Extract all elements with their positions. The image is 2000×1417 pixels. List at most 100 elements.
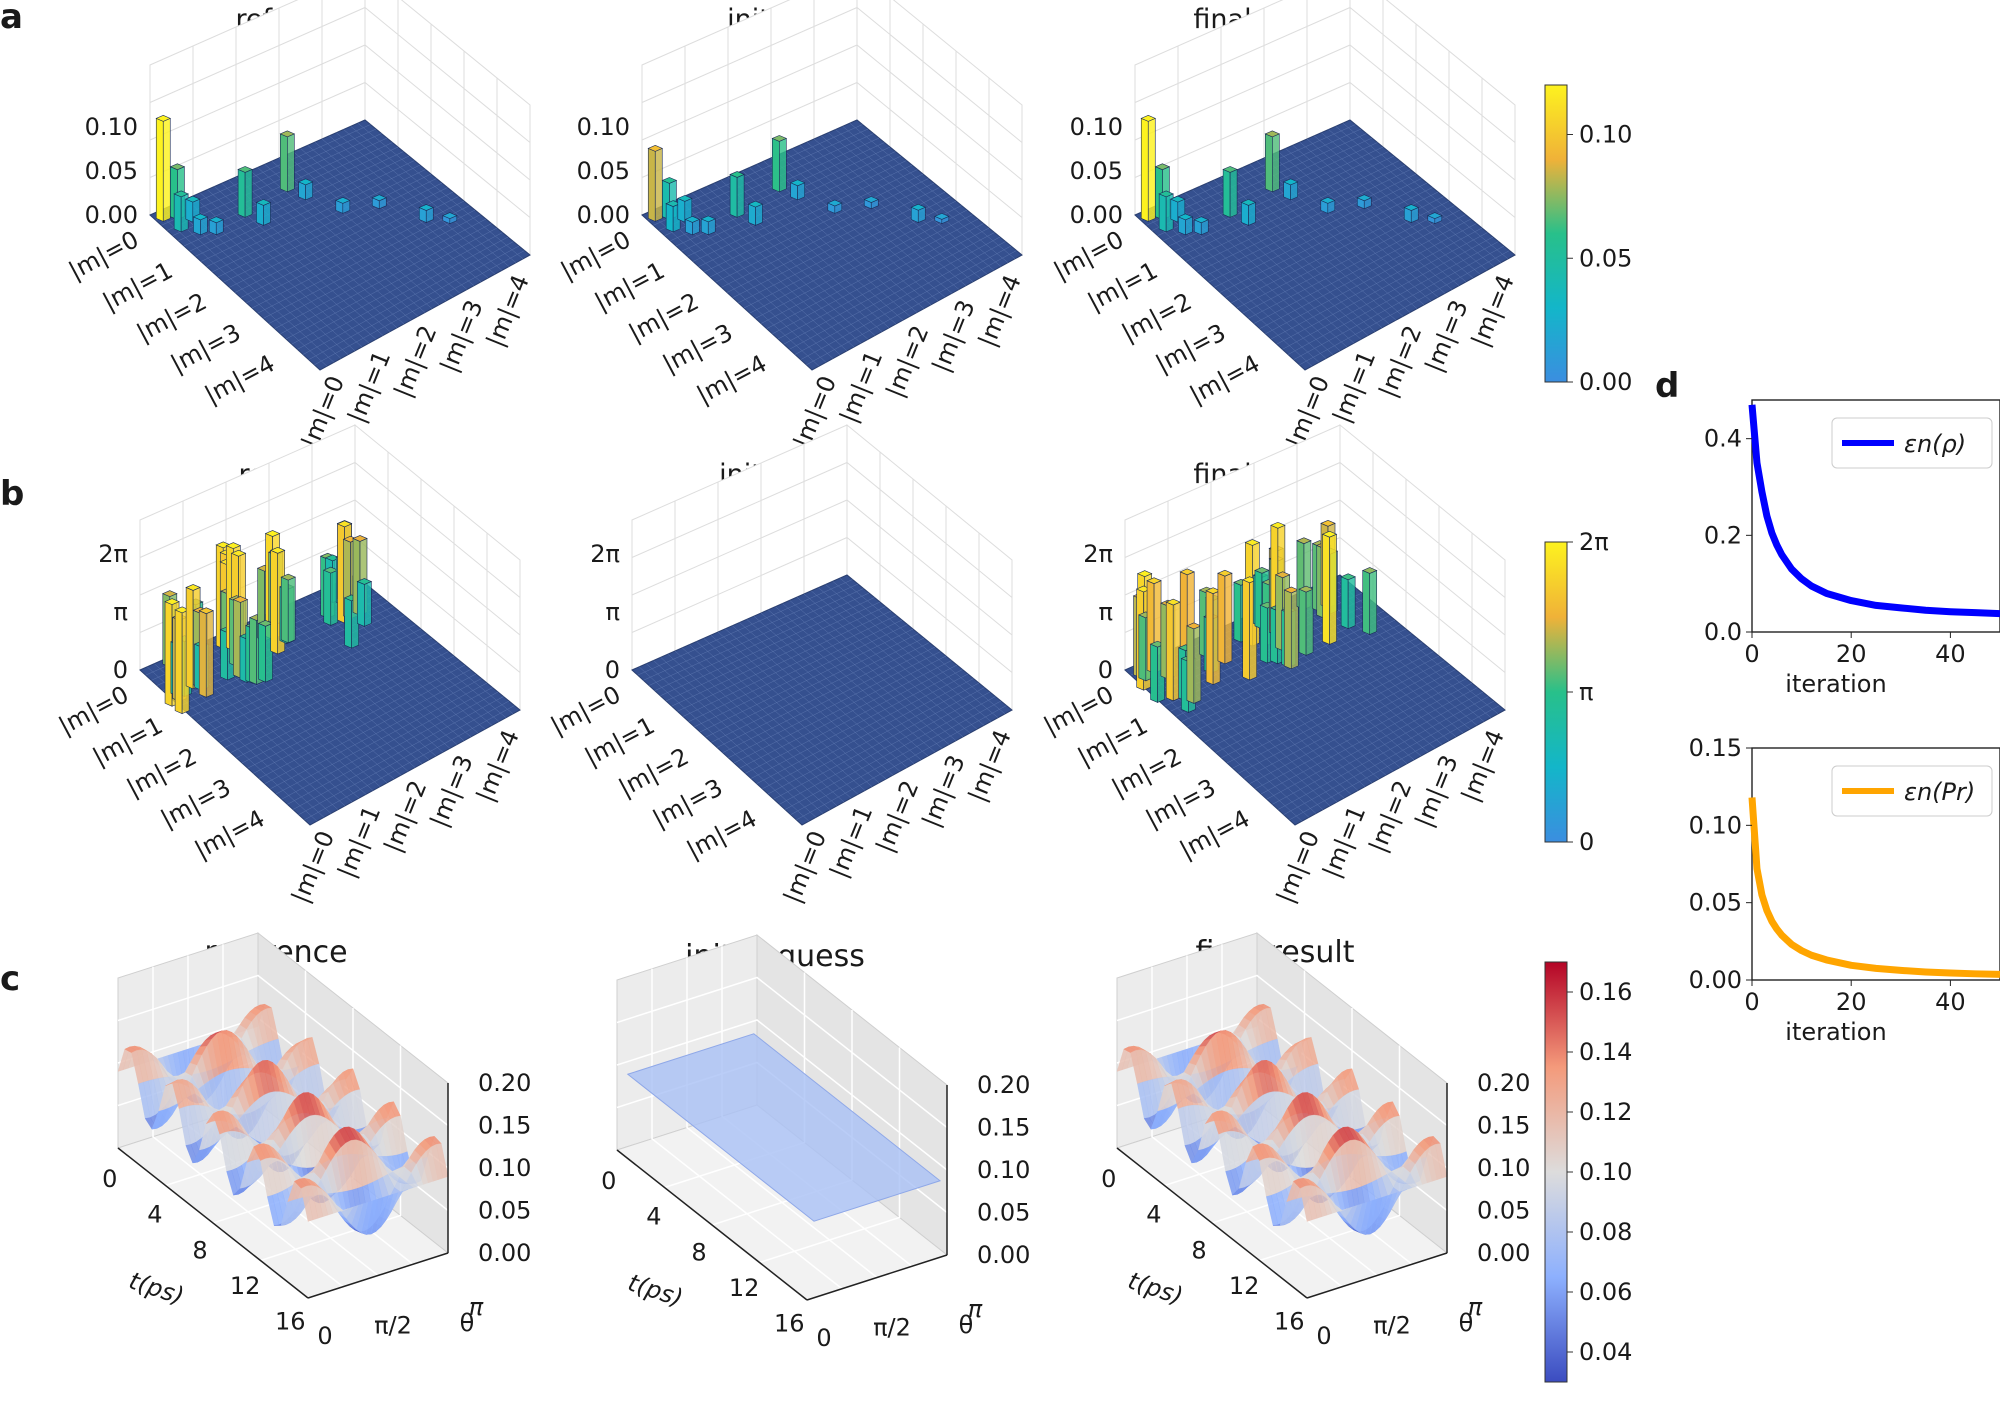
z-tick: 0.10 bbox=[577, 113, 630, 141]
bar-top-face bbox=[208, 216, 225, 224]
bar-left-face bbox=[1140, 117, 1149, 222]
bar-top-face bbox=[1244, 539, 1261, 546]
line-plots: 0.0 0.2 0.4 0 20 40 iteration εn(ρ) 0.00 0.05 0.10… bbox=[1689, 399, 2000, 1046]
theta-tick: 0 bbox=[317, 1322, 332, 1350]
mesh-line bbox=[292, 696, 504, 810]
bar-top-face bbox=[280, 573, 296, 581]
grid-line bbox=[631, 499, 1013, 636]
mesh-line bbox=[350, 126, 517, 263]
bar-top-face bbox=[1146, 577, 1162, 584]
bar-left-face bbox=[173, 193, 182, 233]
bar-top-face bbox=[771, 135, 788, 142]
bar-top-face bbox=[827, 199, 843, 207]
bar-top-face bbox=[279, 130, 296, 138]
bar-left-face bbox=[174, 609, 183, 715]
m-tick-right: |m|=1 bbox=[1327, 347, 1381, 427]
bar-top-face bbox=[185, 584, 201, 591]
m-tick-right: |m|=1 bbox=[824, 802, 878, 882]
bar-top-face bbox=[192, 213, 209, 221]
m-tick-right: |m|=4 bbox=[1456, 726, 1510, 806]
t-axis bbox=[616, 1149, 808, 1301]
grid-line bbox=[616, 1019, 948, 1171]
t-tick: 0 bbox=[1101, 1165, 1116, 1193]
t-tick: 16 bbox=[1274, 1308, 1305, 1336]
bar-top-face bbox=[1179, 568, 1195, 576]
bar-left-face bbox=[1283, 589, 1292, 670]
mesh-line bbox=[779, 691, 991, 805]
legend-label: εn(ρ) bbox=[1904, 430, 1966, 458]
bar-left-face bbox=[1150, 643, 1158, 703]
m-tick-right: |m|=2 bbox=[1363, 776, 1417, 856]
m-tick-right: |m|=3 bbox=[1410, 751, 1464, 831]
y-tick-label: 0.0 bbox=[1704, 618, 1742, 646]
colorbar-tick-label: 0.14 bbox=[1579, 1038, 1632, 1066]
bar-top-face bbox=[910, 203, 927, 211]
x-tick-label: 0 bbox=[1744, 988, 1759, 1016]
t-tick: 4 bbox=[646, 1203, 661, 1231]
x-axis-label: iteration bbox=[1785, 1018, 1886, 1046]
mesh-line bbox=[1276, 232, 1488, 345]
bar-left-face bbox=[1205, 590, 1214, 686]
z-tick: 0.15 bbox=[1477, 1112, 1530, 1140]
t-axis-label: t(ps) bbox=[1125, 1266, 1187, 1310]
series-line bbox=[1748, 797, 2000, 978]
x-tick-label: 20 bbox=[1836, 640, 1867, 668]
z-tick: 0.05 bbox=[478, 1197, 531, 1225]
grid-line bbox=[1124, 536, 1506, 673]
grid-line bbox=[1259, 1045, 1401, 1262]
bar-top-face bbox=[335, 197, 351, 204]
bar-top-face bbox=[198, 607, 215, 615]
mesh-line bbox=[343, 129, 510, 267]
mesh-line bbox=[1282, 236, 1494, 350]
bar-right-face bbox=[244, 168, 253, 218]
theta-tick: π bbox=[469, 1293, 484, 1321]
m-tick-right: |m|=1 bbox=[332, 802, 386, 882]
colorbar-tick-label: 0.08 bbox=[1579, 1218, 1632, 1246]
bar-left-face bbox=[665, 203, 674, 233]
bar-right-face bbox=[1147, 117, 1156, 222]
mesh-line bbox=[832, 581, 999, 718]
bar-top-face bbox=[1296, 537, 1312, 545]
colorbar-tick-label: 0.06 bbox=[1579, 1278, 1632, 1306]
mesh-line bbox=[835, 129, 1002, 267]
m-tick-right: |m|=3 bbox=[425, 751, 479, 831]
bar-top-face bbox=[1403, 204, 1420, 211]
colorbar-tick-label: 0.05 bbox=[1579, 244, 1632, 272]
z-tick: 2π bbox=[98, 540, 128, 568]
colorbar-gradient bbox=[1544, 961, 1568, 1383]
t-axis bbox=[1116, 1147, 1308, 1299]
colorbar-tick-label: 0.04 bbox=[1579, 1338, 1632, 1366]
colorbar-tick-label: 0.12 bbox=[1579, 1098, 1632, 1126]
bar-left-face bbox=[279, 133, 288, 193]
panel-label-c: c bbox=[0, 959, 20, 999]
z-tick: 0.00 bbox=[478, 1239, 531, 1267]
m-tick-right: |m|=1 bbox=[342, 347, 396, 427]
m-tick-right: |m|=0 bbox=[778, 827, 832, 907]
theta-tick: π/2 bbox=[873, 1314, 911, 1342]
t-axis-label: t(ps) bbox=[126, 1266, 188, 1310]
mesh-line bbox=[839, 577, 1006, 715]
bar-left-face bbox=[280, 576, 289, 644]
colorbar-gradient bbox=[1544, 84, 1568, 383]
bar-top-face bbox=[269, 546, 286, 554]
mesh-line bbox=[783, 232, 995, 345]
mesh-line bbox=[347, 577, 514, 715]
mesh-line bbox=[1335, 126, 1502, 263]
mesh-line bbox=[1293, 245, 1505, 360]
bar-top-face bbox=[155, 115, 172, 122]
bar-top-face bbox=[1274, 571, 1291, 579]
bar-right-face bbox=[654, 147, 663, 222]
mesh-line bbox=[1328, 129, 1495, 267]
m-tick-right: |m|=3 bbox=[917, 751, 971, 831]
bar-top-face bbox=[237, 166, 253, 173]
t-tick: 8 bbox=[192, 1236, 207, 1264]
bar-left-face bbox=[1138, 614, 1147, 682]
t-tick: 12 bbox=[230, 1272, 261, 1300]
mesh-line bbox=[1289, 705, 1500, 821]
grid-line bbox=[1116, 974, 1448, 1127]
theta-tick: π/2 bbox=[374, 1312, 412, 1340]
surface-patch bbox=[301, 1185, 314, 1222]
plot-c-2: 0.00 0.05 0.10 0.15 0.20 0 4 8 12 16 t(ps) 0 π/2 πθ bbox=[1101, 931, 1530, 1350]
